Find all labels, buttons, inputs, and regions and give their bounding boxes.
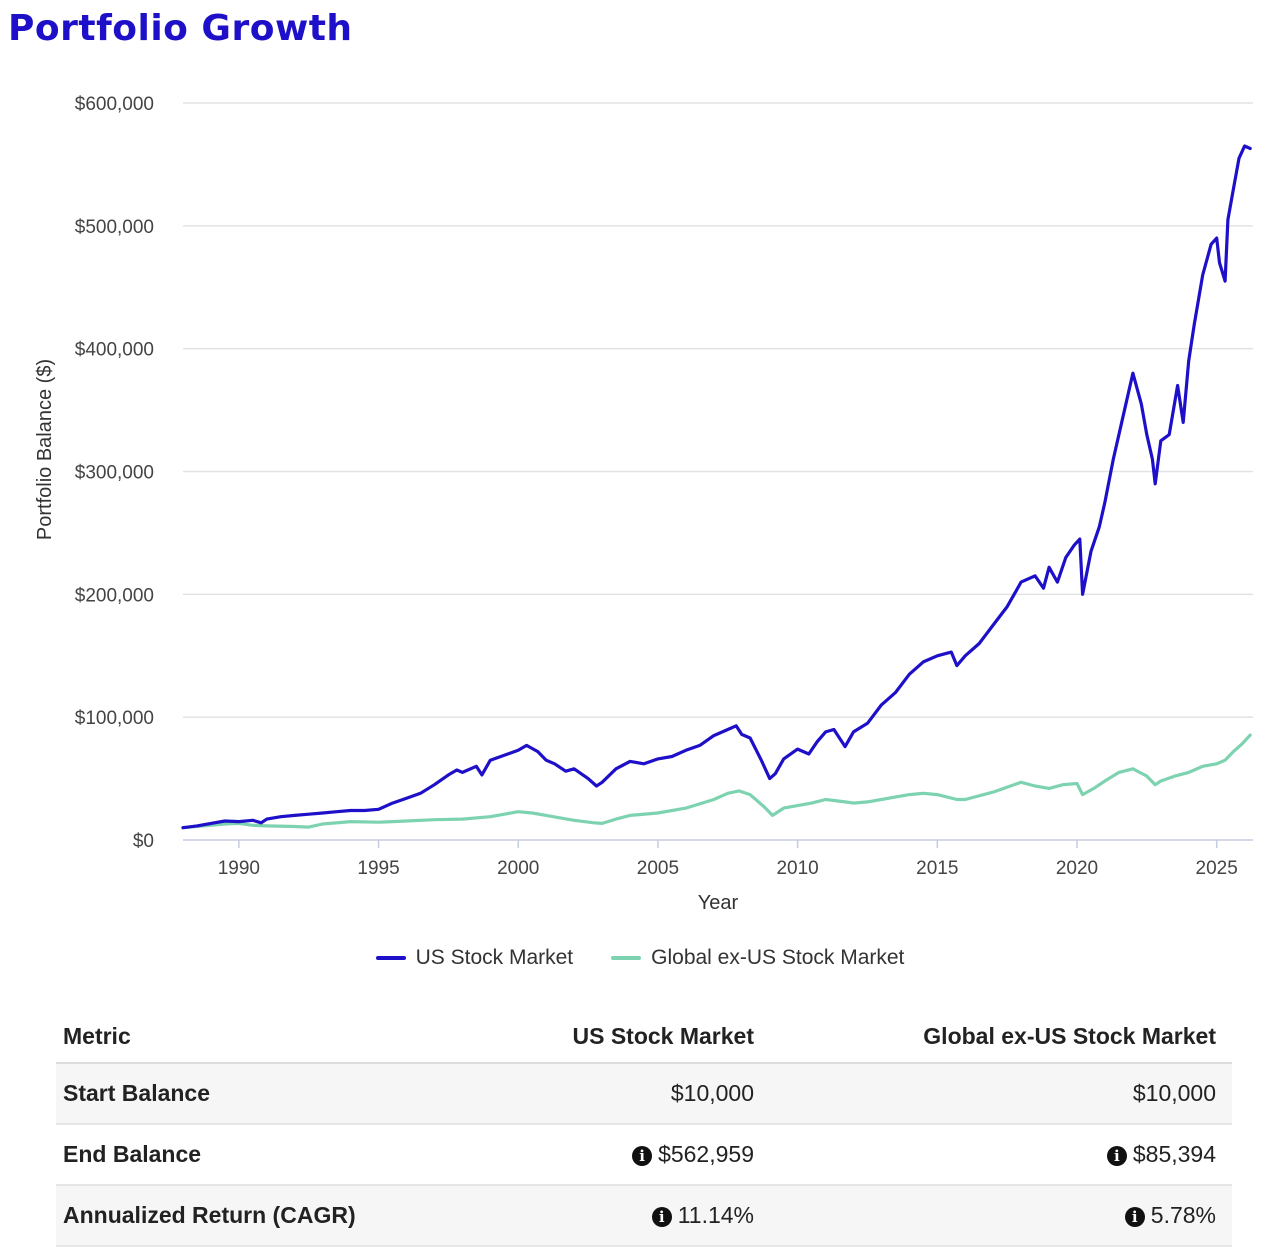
x-tick-label: 2010 [776, 858, 818, 879]
x-tick-label: 1995 [357, 858, 399, 879]
row-metric-end-balance: End Balance [56, 1124, 436, 1186]
y-tick-label: $600,000 [75, 94, 154, 115]
info-icon[interactable]: i [1106, 1146, 1127, 1166]
x-tick-label: 2020 [1056, 858, 1098, 879]
grid-lines [183, 102, 1253, 718]
y-tick-label: $300,000 [75, 463, 154, 484]
table-row: Start Balance $10,000 $10,000 [56, 1063, 1232, 1125]
value-us-start-balance: $10,000 [670, 1080, 754, 1106]
x-axis-title: Year [698, 892, 739, 914]
table-row: Annualized Return (CAGR) i 11.14% i 5.78% [56, 1185, 1232, 1247]
y-axis-title: Portfolio Balance ($) [34, 359, 56, 540]
page-title: Portfolio Growth [8, 8, 353, 49]
legend-swatch-global [611, 956, 642, 960]
chart-legend: US Stock Market Global ex-US Stock Marke… [0, 946, 1280, 970]
value-global-start-balance: $10,000 [1132, 1080, 1216, 1106]
y-tick-label: $0 [133, 831, 154, 852]
header-global: Global ex-US Stock Market [770, 1010, 1232, 1064]
cell-us-start-balance: $10,000 [436, 1063, 770, 1125]
metrics-table: Metric US Stock Market Global ex-US Stoc… [56, 1010, 1232, 1247]
cell-global-cagr: i 5.78% [770, 1185, 1232, 1247]
table-row: End Balance i $562,959 i $85,394 [56, 1124, 1232, 1186]
x-tick-label: 2000 [497, 858, 539, 879]
legend-item-us[interactable]: US Stock Market [375, 946, 574, 970]
x-tick-label: 2015 [916, 858, 958, 879]
y-tick-label: $400,000 [75, 340, 154, 361]
x-tick-label: 2005 [637, 858, 679, 879]
value-global-cagr: 5.78% [1150, 1202, 1216, 1228]
table-header-row: Metric US Stock Market Global ex-US Stoc… [56, 1010, 1232, 1064]
info-icon[interactable]: i [632, 1146, 653, 1166]
y-axis-ticks: $0 $100,000 $200,000 $300,000 $400,000 $500,0… [75, 94, 154, 852]
legend-swatch-us [375, 956, 406, 960]
y-tick-label: $500,000 [75, 217, 154, 238]
series-lines [181, 144, 1252, 830]
header-metric: Metric [56, 1010, 436, 1064]
info-icon[interactable]: i [1124, 1207, 1145, 1227]
y-tick-label: $100,000 [75, 708, 154, 729]
series-line-global-ex-us-stock-market [181, 733, 1252, 830]
legend-label-global: Global ex-US Stock Market [651, 946, 905, 969]
value-global-end-balance: $85,394 [1132, 1141, 1216, 1167]
cell-us-cagr: i 11.14% [436, 1185, 770, 1247]
series-line-us-stock-market [181, 144, 1252, 830]
x-tick-label: 1990 [218, 858, 260, 879]
portfolio-growth-chart: $0 $100,000 $200,000 $300,000 $400,000 $500,0… [34, 94, 1253, 914]
x-tick-label: 2025 [1196, 858, 1238, 879]
cell-us-end-balance: i $562,959 [436, 1124, 770, 1186]
row-metric-cagr: Annualized Return (CAGR) [56, 1185, 436, 1247]
info-icon[interactable]: i [651, 1207, 672, 1227]
header-us: US Stock Market [436, 1010, 770, 1064]
row-metric-start-balance: Start Balance [56, 1063, 436, 1125]
legend-item-global[interactable]: Global ex-US Stock Market [611, 946, 904, 970]
x-axis-ticks: 1990 1995 2000 2005 2010 2015 2020 2025 [218, 840, 1238, 879]
legend-label-us: US Stock Market [415, 946, 574, 969]
value-us-end-balance: $562,959 [658, 1141, 754, 1167]
cell-global-start-balance: $10,000 [770, 1063, 1232, 1125]
y-tick-label: $200,000 [75, 585, 154, 606]
cell-global-end-balance: i $85,394 [770, 1124, 1232, 1186]
value-us-cagr: 11.14% [677, 1202, 754, 1228]
